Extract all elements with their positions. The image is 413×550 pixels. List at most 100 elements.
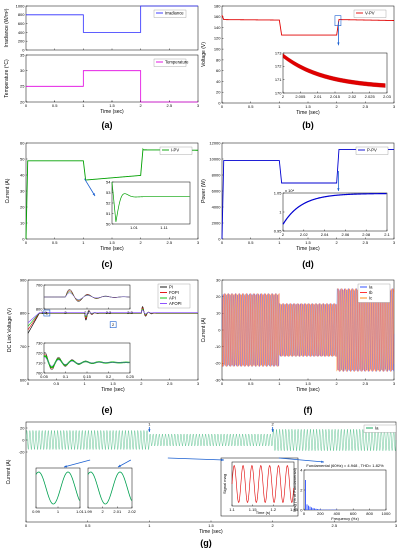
panel-g-inset3-series [231,464,294,504]
panel-b-axes [221,5,395,104]
panel-b-inset-xtick-label: 2.02 [348,94,357,99]
panel-g-inset4-xtick-label: 800 [366,511,373,516]
panel-f-ytick-label: 10 [216,311,221,316]
panel-f-series-ia [221,288,395,372]
panel-f-ylabel: Current (A) [201,317,207,342]
panel-g-xtick-label: 1.5 [208,523,214,528]
panel-f-ytick-label: 30 [216,277,221,282]
panel-e-inset-top-xtick-label: 2.2 [106,310,112,315]
panel-b-ytick-label: 0 [218,100,221,105]
panel-f-xtick-label: 2.5 [363,381,369,386]
panel-a1-ytick-label: 35 [20,52,25,57]
panel-c-xtick-label: 3 [197,240,200,245]
panel-a-legend-0-box [153,9,187,18]
panel-a1-ytick-label: 25 [20,84,25,89]
panel-a-ylabel: Temperature (°C) [4,59,10,98]
panel-b-legend-entry: V-PV [365,11,375,16]
panel-g-inset4-bar [315,508,317,510]
panel-g-inset3-xtick-label: 1.15 [249,507,258,512]
panel-g-inset4-ytick-label: 0 [300,507,303,512]
panel-f-xtick-label: 1.5 [305,381,311,386]
panel-g-inset2-axes [87,467,133,509]
panel-f-ytick-label: 20 [216,294,221,299]
panel-f-legend-entry: Ib [369,290,373,295]
panel-g-ytick-label: 20 [20,425,25,430]
panel-d-xtick-label: 1 [278,240,281,245]
panel-g-marker-arrow-head [271,429,274,432]
panel-a-series-temperature [26,70,198,103]
panel-b-ytick-label: 80 [216,57,221,62]
panel-a0-ytick-label: 600 [18,21,25,26]
panel-b-legend-box [353,9,387,18]
panel-g-inset2-series [87,471,132,505]
panel-g-inset4-axes [303,469,387,511]
panel-a-xtick-label: 0 [25,103,28,108]
panel-g-inset4-title: Fundamental (60Hz) = 4.948 , THD= 1.82% [306,463,384,468]
panel-d-xtick-label: 0 [221,240,224,245]
panel-f-xlabel: Time (sec) [296,387,320,393]
panel-a-xtick-label: 2.5 [167,103,173,108]
panel-c-ylabel: Current (A) [5,178,11,203]
panel-d-ytick-label: 6000 [212,188,222,193]
panel-d-zoom-arrow-head [337,188,340,191]
panel-c-inset-axes [111,181,191,225]
panel-g-inset3-xtick-label: 1.1 [229,507,235,512]
panel-a-xlabel: Time (sec) [100,109,124,115]
panel-g-marker-label: 2 [272,422,275,427]
panel-d-ytick-label: 0 [218,236,221,241]
panel-e-inset-bottom-ytick-label: 720 [36,350,43,355]
panel-g-xtick-label: 0 [25,523,28,528]
panel-a-xtick-label: 1 [82,103,85,108]
panel-e-ytick-label: 800 [20,311,27,316]
panel-a0-ytick-label: 400 [18,30,25,35]
panel-e-xtick-label: 0.5 [54,381,60,386]
panel-f-xtick-label: 1 [278,381,281,386]
panel-g-inset2-xtick-label: 1.99 [84,509,93,514]
panel-b-xtick-label: 1.5 [305,104,311,109]
panel-a-legend-1-entry: Temperature [165,60,189,65]
panel-d-legend-box [355,146,389,155]
panel-g-inset4-bar [309,506,311,510]
panel-g-inset4-bar [306,504,308,510]
panel-g-inset4-ylabel: Mag (% of Fundamental) [292,467,297,512]
panel-e-inset-top-series [44,291,130,301]
panel-d-inset-ytick-label: 1.05 [274,190,283,195]
panel-a1-ytick-label: 20 [20,99,25,104]
panel-c-inset-series [111,181,190,222]
panel-a1-ytick-label: 30 [20,68,25,73]
panel-e-xlabel: Time (sec) [101,387,125,393]
panel-g-inset2-xtick-label: 2.01 [113,509,122,514]
panel-d-inset-xtick-label: 2 [282,232,285,237]
panel-b-xtick-label: 0 [221,104,224,109]
panel-b-ytick-label: 140 [214,25,221,30]
panel-c-xtick-label: 0.5 [52,240,58,245]
panel-g-inset3-xtick-label: 1.25 [290,507,299,512]
panel-b-xtick-label: 2.5 [363,104,369,109]
panel-e-inset-bottom-xtick-label: 0.1 [63,374,69,379]
panel-g-inset1-arrow [63,459,91,468]
panel-f-xtick-label: 3 [393,381,396,386]
panel-g-inset4-arrow-head [321,460,324,463]
panel-b-xtick-label: 2 [336,104,339,109]
panel-g-ytick-label: 0 [22,437,25,442]
panel-g-inset3-xtick-label: 1.2 [271,507,277,512]
panel-c-ytick-label: 30 [20,188,25,193]
panel-g-xtick-label: 2.5 [332,523,338,528]
panel-e-inset-bottom-axes [43,342,131,374]
panel-b-xlabel: Time (sec) [296,110,320,116]
panel-a0-ytick-label: 800 [18,12,25,17]
panel-c-legend-box [159,146,193,155]
panel-e-ytick-label: 700 [20,344,27,349]
panel-g-xtick-label: 1 [148,523,151,528]
panel-e-inset-bottom-series [43,357,130,367]
panel-e-inset-top-xtick-label: 1.9 [41,310,47,315]
panel-c-ytick-label: 50 [20,156,25,161]
panel-b-series-v-pv [221,15,394,36]
panel-g-inset3-arrow-head [221,458,224,462]
panel-e-inset-bottom-xtick-label: 0.25 [126,374,135,379]
panel-d-ytick-label: 2000 [212,220,222,225]
panel-a0-ytick-label: 1000 [16,3,26,8]
panel-e-ytick-label: 600 [20,377,27,382]
panel-g-inset4-xtick-label: 0 [303,511,306,516]
panel-d-inset-xtick-label: 2.02 [300,232,309,237]
